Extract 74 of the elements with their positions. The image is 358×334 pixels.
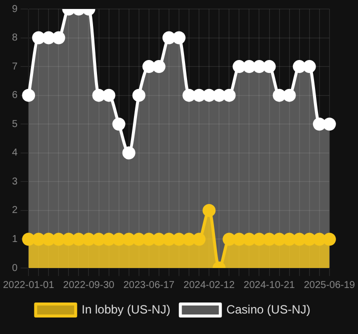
- point: [172, 232, 186, 246]
- point: [192, 232, 206, 246]
- point: [122, 146, 136, 160]
- point: [102, 88, 116, 102]
- point: [152, 232, 166, 246]
- point: [52, 232, 66, 246]
- point: [222, 88, 236, 102]
- point: [212, 88, 226, 102]
- point: [302, 232, 316, 246]
- point: [42, 31, 56, 44]
- point: [122, 232, 136, 246]
- point: [132, 88, 146, 102]
- point: [242, 60, 256, 74]
- y-tick-label: 6: [12, 90, 18, 102]
- point: [202, 88, 216, 102]
- point: [282, 232, 296, 246]
- point: [232, 60, 246, 74]
- point: [202, 204, 216, 217]
- y-tick-label: 2: [12, 205, 18, 216]
- y-tick-label: 9: [12, 4, 18, 15]
- point: [252, 232, 266, 246]
- point: [312, 118, 326, 131]
- x-tick-label: 2022-01-01: [3, 280, 55, 291]
- point: [182, 88, 196, 102]
- point: [102, 232, 116, 246]
- point: [302, 60, 316, 74]
- point: [232, 232, 246, 246]
- point: [42, 232, 56, 246]
- y-tick-label: 7: [12, 61, 18, 72]
- x-tick-label: 2025-06-19: [304, 280, 356, 291]
- y-tick-label: 3: [12, 176, 18, 188]
- point: [272, 88, 286, 102]
- y-tick-label: 8: [12, 32, 18, 44]
- point: [52, 31, 66, 44]
- point: [192, 88, 206, 102]
- y-tick-label: 0: [12, 262, 18, 274]
- y-tick-label: 1: [12, 234, 18, 245]
- point: [222, 232, 236, 246]
- legend-label: Casino (US-NJ): [226, 302, 310, 316]
- point: [252, 60, 266, 74]
- point: [112, 118, 126, 131]
- point: [142, 60, 156, 74]
- point: [292, 60, 306, 74]
- point: [112, 232, 126, 246]
- point: [322, 118, 336, 131]
- point: [292, 232, 306, 246]
- legend-label: In lobby (US-NJ): [82, 302, 170, 316]
- x-tick-label: 2023-06-17: [123, 280, 175, 291]
- x-tick-label: 2024-10-21: [244, 280, 296, 291]
- point: [272, 232, 286, 246]
- point: [182, 232, 196, 246]
- y-tick-label: 4: [12, 148, 18, 159]
- point: [92, 88, 106, 102]
- point: [262, 232, 276, 246]
- point: [62, 232, 76, 246]
- point: [32, 232, 46, 246]
- x-tick-label: 2024-02-12: [184, 280, 236, 291]
- point: [282, 88, 296, 102]
- y-tick-label: 5: [12, 118, 18, 130]
- point: [322, 232, 336, 246]
- point: [242, 232, 256, 246]
- point: [32, 31, 46, 44]
- point: [262, 60, 276, 74]
- point: [92, 232, 106, 246]
- point: [312, 232, 326, 246]
- point: [162, 232, 176, 246]
- point: [82, 232, 96, 246]
- point: [162, 31, 176, 44]
- x-tick-label: 2022-09-30: [63, 280, 115, 291]
- point: [172, 31, 186, 44]
- point: [142, 232, 156, 246]
- point: [132, 232, 146, 246]
- point: [152, 60, 166, 74]
- point: [72, 232, 86, 246]
